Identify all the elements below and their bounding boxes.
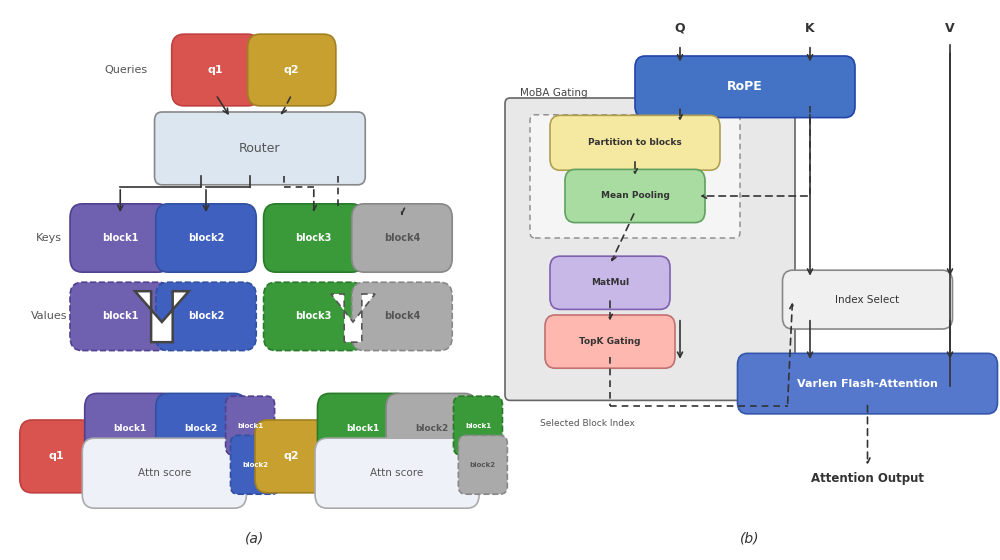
Text: block1: block1	[237, 423, 263, 428]
Polygon shape	[331, 294, 375, 342]
Text: MatMul: MatMul	[591, 278, 629, 287]
Text: MoBA Gating: MoBA Gating	[520, 88, 588, 98]
FancyBboxPatch shape	[156, 204, 256, 272]
Text: Attn score: Attn score	[138, 468, 191, 478]
FancyBboxPatch shape	[155, 112, 365, 185]
Text: Partition to blocks: Partition to blocks	[588, 138, 682, 147]
Text: V: V	[945, 21, 955, 35]
Text: block1: block1	[102, 233, 138, 243]
FancyBboxPatch shape	[156, 282, 256, 351]
FancyBboxPatch shape	[550, 256, 670, 310]
Text: block2: block2	[184, 424, 218, 433]
Text: q2: q2	[284, 451, 300, 461]
FancyBboxPatch shape	[565, 169, 705, 222]
Text: Values: Values	[31, 311, 67, 321]
Text: RoPE: RoPE	[727, 80, 763, 94]
FancyBboxPatch shape	[530, 115, 740, 238]
FancyBboxPatch shape	[352, 282, 452, 351]
Text: Queries: Queries	[104, 65, 147, 75]
Text: Index Select: Index Select	[835, 295, 900, 305]
FancyBboxPatch shape	[172, 34, 260, 106]
Text: q1: q1	[208, 65, 224, 75]
Text: Mean Pooling: Mean Pooling	[601, 192, 669, 200]
Text: block2: block2	[415, 424, 448, 433]
Text: Router: Router	[239, 142, 281, 155]
FancyBboxPatch shape	[70, 204, 170, 272]
Text: block2: block2	[470, 462, 496, 468]
FancyBboxPatch shape	[230, 436, 279, 494]
Text: block4: block4	[384, 311, 420, 321]
Text: Varlen Flash-Attention: Varlen Flash-Attention	[797, 379, 938, 389]
Text: Q: Q	[675, 21, 685, 35]
FancyBboxPatch shape	[264, 282, 364, 351]
Text: (b): (b)	[740, 532, 760, 546]
FancyBboxPatch shape	[782, 270, 952, 329]
Text: block3: block3	[296, 311, 332, 321]
Text: block2: block2	[188, 233, 224, 243]
FancyBboxPatch shape	[70, 282, 170, 351]
Text: K: K	[805, 21, 815, 35]
FancyBboxPatch shape	[226, 396, 275, 455]
Text: block1: block1	[102, 311, 138, 321]
Text: Attention Output: Attention Output	[811, 472, 924, 486]
FancyBboxPatch shape	[505, 98, 795, 400]
Text: block2: block2	[188, 311, 224, 321]
FancyBboxPatch shape	[545, 315, 675, 368]
FancyBboxPatch shape	[317, 393, 408, 464]
Text: Keys: Keys	[36, 233, 62, 243]
Text: Selected Block Index: Selected Block Index	[540, 419, 635, 428]
Text: block2: block2	[242, 462, 268, 468]
FancyBboxPatch shape	[264, 204, 364, 272]
Text: block4: block4	[384, 233, 420, 243]
Text: block1: block1	[346, 424, 379, 433]
FancyBboxPatch shape	[315, 438, 479, 508]
FancyBboxPatch shape	[458, 436, 507, 494]
FancyBboxPatch shape	[352, 204, 452, 272]
Polygon shape	[135, 291, 189, 342]
FancyBboxPatch shape	[453, 396, 502, 455]
FancyBboxPatch shape	[738, 353, 998, 414]
FancyBboxPatch shape	[550, 115, 720, 170]
Text: q1: q1	[49, 451, 64, 461]
FancyBboxPatch shape	[386, 393, 477, 464]
FancyBboxPatch shape	[82, 438, 246, 508]
Text: block1: block1	[113, 424, 147, 433]
Text: block1: block1	[465, 423, 491, 428]
Text: Attn score: Attn score	[370, 468, 424, 478]
FancyBboxPatch shape	[85, 393, 175, 464]
FancyBboxPatch shape	[635, 56, 855, 118]
FancyBboxPatch shape	[248, 34, 336, 106]
Text: block3: block3	[296, 233, 332, 243]
FancyBboxPatch shape	[255, 420, 328, 493]
FancyBboxPatch shape	[156, 393, 246, 464]
Text: (a): (a)	[245, 532, 265, 546]
Text: TopK Gating: TopK Gating	[579, 337, 641, 346]
Text: q2: q2	[284, 65, 300, 75]
FancyBboxPatch shape	[20, 420, 93, 493]
